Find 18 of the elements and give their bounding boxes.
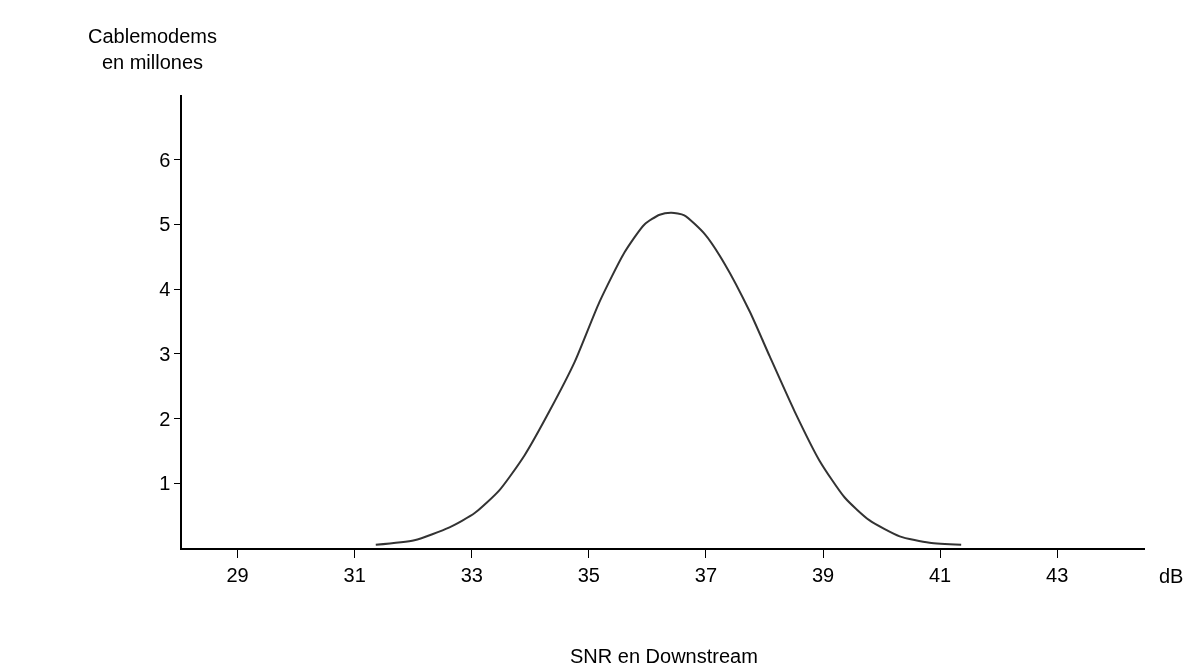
y-tick-label: 1 <box>159 472 171 495</box>
x-tick-label: 41 <box>928 563 952 586</box>
x-tick-label: 35 <box>577 563 600 586</box>
x-tick-label: 37 <box>694 563 718 586</box>
x-tick-label: 43 <box>1046 563 1069 586</box>
y-tick-label: 6 <box>159 148 171 171</box>
x-axis-title: SNR en Downstream <box>570 645 758 664</box>
x-tick-label: 31 <box>343 563 366 586</box>
y-tick-label: 5 <box>159 213 171 236</box>
y-tick-label: 4 <box>159 278 171 301</box>
y-tick-label: 3 <box>159 342 171 365</box>
y-tick-label: 2 <box>159 407 171 430</box>
line-series <box>374 211 963 546</box>
text: dB <box>1159 565 1184 587</box>
x-tick-label: 29 <box>226 563 249 586</box>
x-tick-label: 33 <box>460 563 483 586</box>
x-tick-label: 39 <box>811 563 835 586</box>
y-axis-title: Cablemodems en millones <box>88 25 217 73</box>
